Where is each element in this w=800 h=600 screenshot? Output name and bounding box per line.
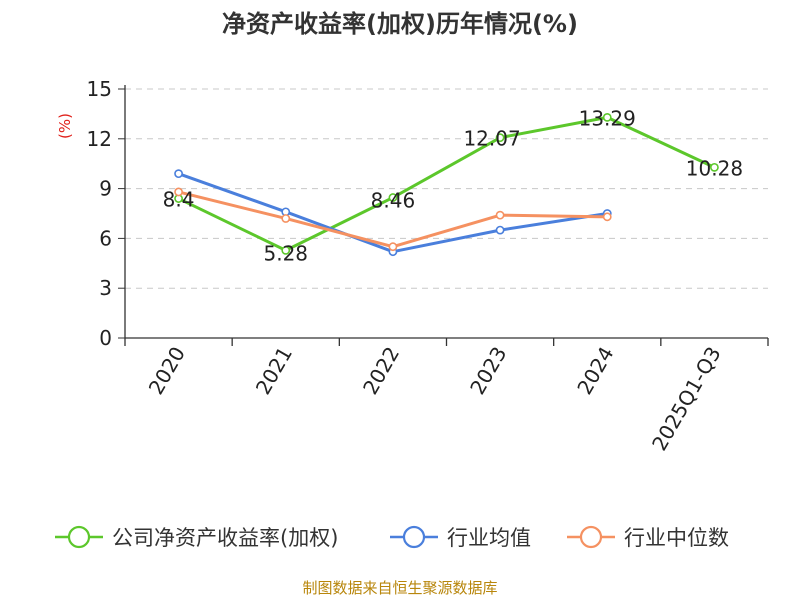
data-label: 12.07 bbox=[463, 127, 520, 151]
data-point bbox=[495, 210, 505, 220]
legend-marker bbox=[579, 525, 603, 549]
data-point bbox=[495, 133, 505, 143]
chart-title: 净资产收益率(加权)历年情况(%) bbox=[222, 10, 578, 38]
y-tick-label: 9 bbox=[99, 177, 112, 201]
data-point bbox=[495, 225, 505, 235]
data-point bbox=[602, 112, 612, 122]
data-point bbox=[602, 212, 612, 222]
data-point bbox=[174, 169, 183, 179]
data-point bbox=[388, 242, 398, 252]
legend-marker bbox=[67, 525, 91, 549]
x-tick-label: 2022 bbox=[358, 343, 404, 399]
data-label: 13.29 bbox=[579, 106, 636, 130]
y-tick-label: 12 bbox=[87, 127, 112, 151]
y-tick-label: 6 bbox=[99, 226, 112, 250]
data-label: 10.28 bbox=[686, 156, 743, 180]
x-tick-label: 2020 bbox=[144, 343, 190, 399]
series-group bbox=[174, 112, 719, 257]
data-label: 8.4 bbox=[163, 188, 195, 212]
axes bbox=[124, 85, 769, 346]
y-tick-label: 0 bbox=[99, 326, 112, 350]
legend: 公司净资产收益率(加权) 行业均值 行业中位数 bbox=[55, 525, 729, 550]
y-tick-label: 15 bbox=[87, 77, 112, 101]
x-tick-label: 2021 bbox=[251, 343, 297, 399]
legend-label: 公司净资产收益率(加权) bbox=[112, 526, 338, 550]
data-point bbox=[174, 187, 183, 197]
series-line-0 bbox=[177, 115, 716, 252]
legend-label: 行业中位数 bbox=[624, 526, 729, 550]
data-label: 5.28 bbox=[263, 241, 308, 265]
legend-label: 行业均值 bbox=[447, 526, 531, 550]
data-point bbox=[710, 162, 719, 172]
data-point bbox=[281, 245, 291, 255]
x-axis-ticks: 2020 2021 2022 2023 2024 2025Q1-Q3 bbox=[144, 343, 726, 455]
grid-lines bbox=[125, 88, 768, 289]
y-tick-label: 3 bbox=[99, 276, 112, 300]
y-axis-unit: (%) bbox=[56, 113, 74, 139]
data-labels: 8.4 5.28 8.46 12.07 13.29 10.28 bbox=[163, 106, 743, 265]
y-axis-ticks: 0 3 6 9 12 15 bbox=[87, 77, 125, 350]
data-label: 8.46 bbox=[371, 189, 416, 213]
x-tick-label: 2024 bbox=[572, 343, 618, 399]
data-point bbox=[388, 193, 398, 202]
series-line-1 bbox=[178, 172, 608, 254]
legend-marker bbox=[402, 525, 426, 549]
source-note: 制图数据来自恒生聚源数据库 bbox=[302, 579, 497, 597]
x-tick-label: 2025Q1-Q3 bbox=[647, 343, 726, 455]
data-point bbox=[281, 214, 291, 223]
x-tick-label: 2023 bbox=[465, 343, 511, 399]
